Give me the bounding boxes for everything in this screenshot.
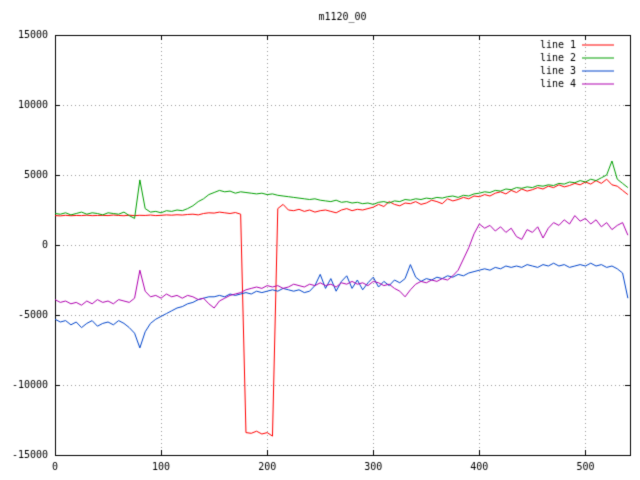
gnuplot-chart [0, 0, 640, 480]
chart-canvas [0, 0, 640, 480]
